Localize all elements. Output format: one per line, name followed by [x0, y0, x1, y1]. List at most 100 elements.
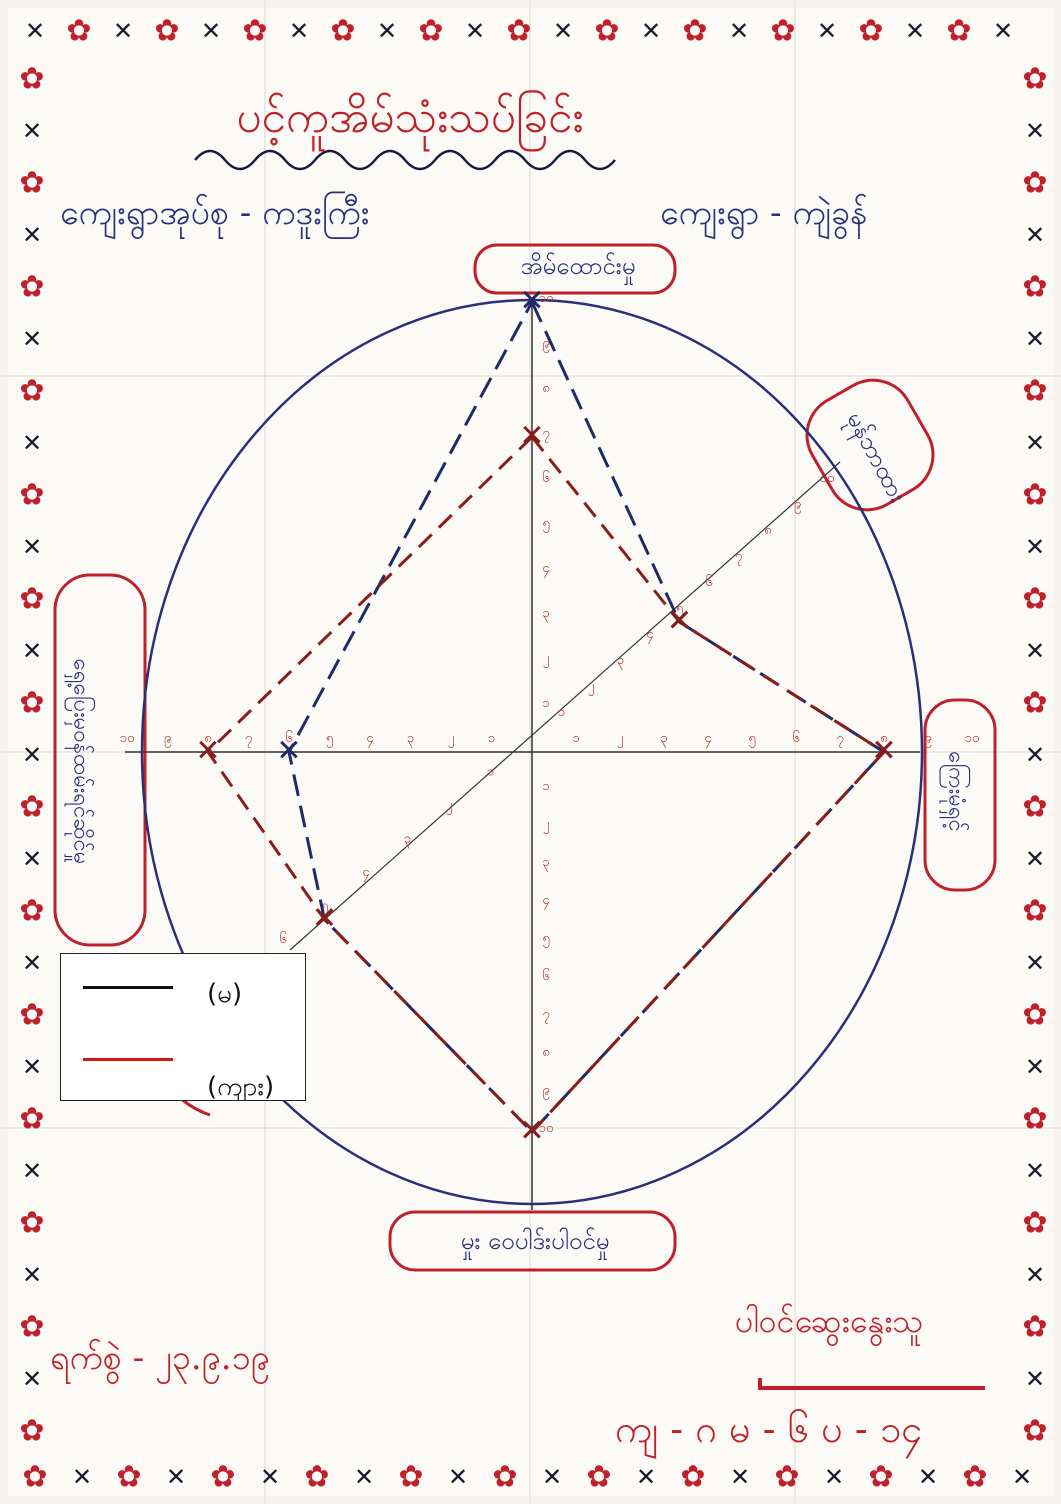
border-mark: ✕	[993, 17, 1013, 45]
facilitator-underline	[758, 1378, 985, 1390]
border-mark: ✕	[729, 17, 749, 45]
tick-label: ၂	[446, 798, 452, 815]
page-title: ပင့်ကူအိမ်သုံးသပ်ခြင်း	[236, 92, 584, 143]
tick-label: ၅	[748, 731, 755, 748]
tick-label: ၈	[764, 523, 771, 538]
tick-label: ၉	[164, 731, 171, 748]
date-label: ရက်စွဲ - ၂၃.၉.၁၉	[50, 1338, 270, 1378]
border-mark: ✿	[506, 14, 531, 49]
border-mark: ✿	[210, 1460, 235, 1495]
facilitator-label: ပါဝင်ဆွေးနွေးသူ	[735, 1302, 924, 1340]
axis-label-top: အိမ်ထောင်းမှု	[520, 252, 636, 280]
border-mark: ✿	[19, 1206, 44, 1241]
border-mark: ✿	[1022, 894, 1047, 929]
border-mark: ✿	[770, 14, 795, 49]
village-tract-label: ကျေးရွာအုပ်စု - ကဒူးကြီး	[60, 193, 370, 233]
border-mark: ✿	[1022, 62, 1047, 97]
tick-label: ၆	[792, 730, 799, 746]
tick-label: ၈	[542, 1045, 549, 1060]
border-mark: ✿	[19, 1414, 44, 1449]
border-mark: ✿	[1022, 374, 1047, 409]
border-mark: ✕	[22, 741, 42, 769]
tick-label: ၄	[704, 731, 712, 748]
border-mark: ✿	[19, 894, 44, 929]
border-mark: ✕	[22, 1157, 42, 1185]
border-mark: ✕	[553, 17, 573, 45]
border-mark: ✕	[22, 637, 42, 665]
border-mark: ✿	[868, 1460, 893, 1495]
tick-label: ၄	[366, 731, 374, 748]
tick-label: ၁၀	[965, 731, 980, 746]
border-mark: ✿	[116, 1460, 141, 1495]
tick-label: ၃	[404, 832, 411, 849]
border-mark: ✕	[1025, 221, 1045, 249]
axis-label-right: ကြေးမုံရှင့်	[943, 751, 969, 832]
border-mark: ✕	[1025, 325, 1045, 353]
tick-label: ၅	[542, 931, 549, 948]
border-mark: ✿	[242, 14, 267, 49]
cloud-top	[473, 243, 677, 295]
cloud-right	[923, 698, 997, 892]
border-mark: ✿	[19, 686, 44, 721]
border-mark: ✿	[398, 1460, 423, 1495]
male-score-marker: ✕	[519, 1114, 544, 1149]
border-mark: ✿	[154, 14, 179, 49]
axis-label-bottom: မှုး ဝေပါဒ်းပါဝင်မှု	[460, 1227, 610, 1255]
tick-label: ၇	[836, 731, 843, 748]
border-mark: ✿	[1022, 1102, 1047, 1137]
village-label: ကျေးရွာ - ကျဲခွန်	[660, 193, 868, 233]
legend-box: (မ) (ကျား)	[60, 953, 306, 1101]
border-mark: ✿	[1022, 686, 1047, 721]
border-mark: ✕	[465, 17, 485, 45]
axis-diagonal	[289, 461, 841, 951]
border-mark: ✿	[19, 582, 44, 617]
border-mark: ✿	[304, 1460, 329, 1495]
tick-label: ၁၀	[820, 471, 835, 486]
border-mark: ✿	[19, 1102, 44, 1137]
border-mark: ✕	[730, 1463, 750, 1491]
tick-label: ၂	[543, 817, 549, 834]
male-score-marker: ✕	[667, 604, 692, 639]
tick-label: ၁၀	[539, 291, 554, 306]
border-mark: ✿	[19, 478, 44, 513]
female-score-marker: ✕	[195, 734, 220, 769]
border-mark: ✕	[1025, 533, 1045, 561]
border-mark: ✕	[22, 533, 42, 561]
border-mark: ✕	[113, 17, 133, 45]
cloud-bottom	[388, 1210, 677, 1272]
tick-label: ၂	[588, 679, 594, 696]
tick-label: ၆	[285, 730, 292, 746]
border-mark: ✕	[636, 1463, 656, 1491]
tick-label: ၆	[542, 470, 549, 486]
border-mark: ✿	[22, 1460, 47, 1495]
border-mark: ✿	[858, 14, 883, 49]
border-mark: ✕	[817, 17, 837, 45]
border-mark: ✕	[22, 429, 42, 457]
border-mark: ✕	[377, 17, 397, 45]
border-mark: ✿	[330, 14, 355, 49]
border-mark: ✕	[1025, 117, 1045, 145]
border-mark: ✿	[19, 374, 44, 409]
tick-label: ၉	[794, 497, 801, 514]
cloud-left	[53, 573, 147, 947]
tick-label: ၇	[245, 731, 252, 748]
female-score-marker: ✕	[519, 1114, 544, 1149]
female-score-polygon	[206, 434, 887, 1135]
border-mark: ✕	[1025, 1365, 1045, 1393]
legend-line-male	[83, 986, 173, 989]
tick-label: ၂	[448, 731, 454, 748]
tick-label: ၁၀	[120, 731, 135, 746]
tick-label: ၃	[542, 606, 549, 623]
tick-label: ၈	[204, 731, 211, 746]
tick-label: ၃	[660, 731, 667, 748]
tick-label: ၁	[572, 731, 579, 746]
border-mark: ✿	[492, 1460, 517, 1495]
border-mark: ✕	[824, 1463, 844, 1491]
decorative-border: ✕ ✿ ✕ ✿ ✕ ✿ ✕ ✿ ✕ ✿ ✕ ✿ ✕ ✿ ✕ ✿ ✕ ✿ ✕ ✿ ✕ ✿ ✕ ✿ ✕ ✿ ✕ ✿ ✕ ✿ ✕ ✿ ✕ ✿ ✕ ✿ ✕ ✿ ✕ ✿…	[19, 14, 1047, 1495]
tick-label: ၉	[542, 1083, 549, 1100]
border-mark: ✿	[19, 166, 44, 201]
female-score-marker: ✕	[312, 901, 337, 936]
tick-label: ၃	[407, 731, 414, 748]
border-mark: ✕	[22, 1365, 42, 1393]
tick-label: ၄	[646, 627, 654, 644]
